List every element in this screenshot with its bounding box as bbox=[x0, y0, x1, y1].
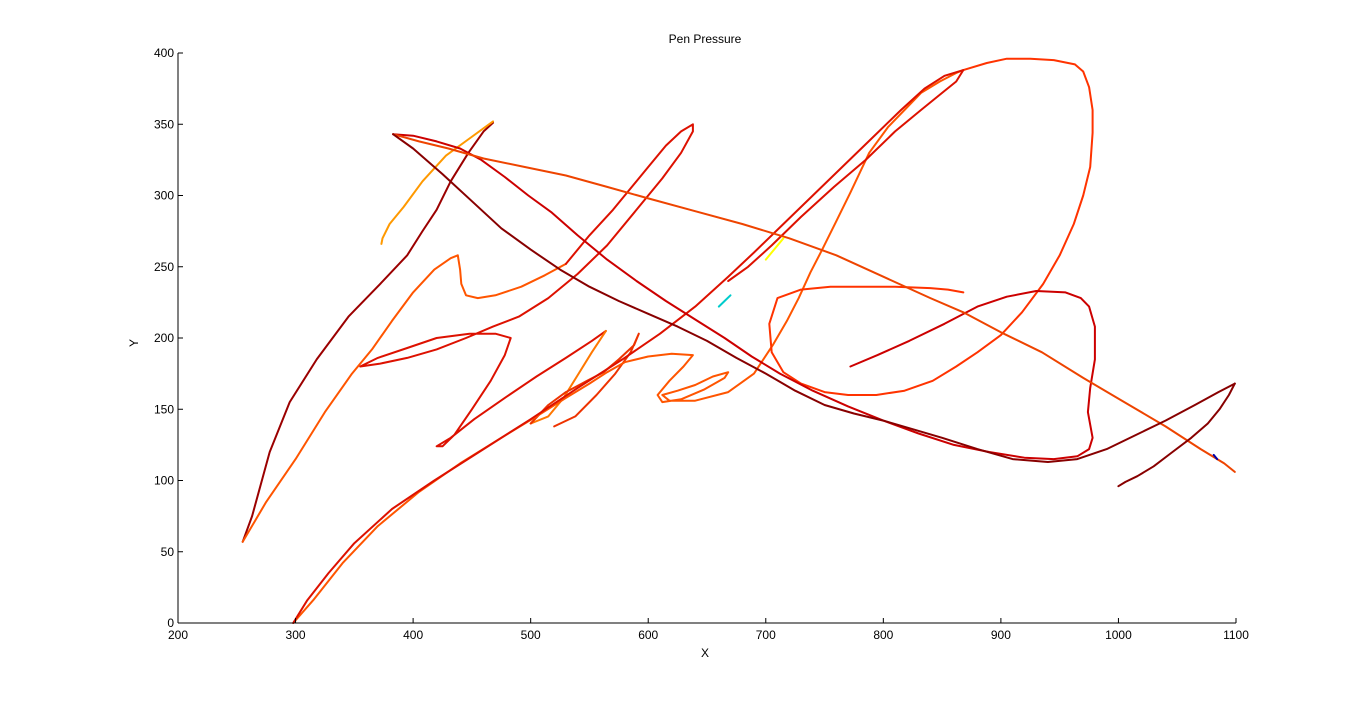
pen-stroke-15 bbox=[717, 294, 732, 308]
pen-stroke-10 bbox=[392, 133, 1096, 461]
axes: 200 300 400 500 600 700 800 900 1000 1100 0 50 100 1… bbox=[154, 46, 1249, 642]
x-tick-label: 400 bbox=[403, 628, 423, 642]
y-tick-label: 250 bbox=[154, 260, 174, 274]
pen-stroke-3 bbox=[241, 254, 567, 543]
y-tick-label: 150 bbox=[154, 402, 174, 416]
pen-stroke-9 bbox=[292, 69, 965, 624]
pen-stroke-7 bbox=[292, 69, 965, 624]
x-tick-label: 200 bbox=[168, 628, 188, 642]
pen-stroke-8 bbox=[768, 57, 1094, 396]
y-tick-label: 400 bbox=[154, 46, 174, 60]
x-tick-label: 1100 bbox=[1223, 628, 1249, 642]
pen-strokes bbox=[241, 57, 1236, 624]
y-tick-label: 0 bbox=[167, 616, 174, 630]
x-tick-label: 500 bbox=[521, 628, 541, 642]
y-tick-label: 200 bbox=[154, 331, 174, 345]
pen-stroke-6 bbox=[529, 332, 640, 428]
y-tick-label: 350 bbox=[154, 117, 174, 131]
pen-stroke-14 bbox=[1212, 453, 1219, 461]
x-tick-label: 300 bbox=[286, 628, 306, 642]
y-tick-label: 50 bbox=[161, 545, 175, 559]
pen-stroke-5 bbox=[529, 329, 607, 425]
x-tick-label: 800 bbox=[873, 628, 893, 642]
x-tick-label: 900 bbox=[991, 628, 1011, 642]
y-axis-label: Y bbox=[127, 339, 141, 347]
x-ticks: 200 300 400 500 600 700 800 900 1000 1100 bbox=[168, 618, 1249, 642]
pen-stroke-2 bbox=[380, 120, 494, 245]
y-tick-label: 300 bbox=[154, 189, 174, 203]
x-tick-label: 600 bbox=[638, 628, 658, 642]
pen-stroke-11 bbox=[392, 133, 1236, 473]
x-tick-label: 1000 bbox=[1105, 628, 1132, 642]
x-axis-label: X bbox=[701, 646, 709, 660]
pen-stroke-1 bbox=[241, 121, 494, 543]
x-tick-label: 700 bbox=[756, 628, 776, 642]
y-tick-label: 100 bbox=[154, 474, 174, 488]
pen-stroke-16 bbox=[764, 237, 785, 261]
chart-title: Pen Pressure bbox=[669, 32, 742, 46]
pen-stroke-4 bbox=[359, 123, 694, 448]
pen-stroke-13 bbox=[1117, 382, 1236, 488]
pen-stroke-12 bbox=[392, 133, 1236, 463]
y-ticks: 0 50 100 150 200 250 300 350 400 bbox=[154, 46, 183, 630]
